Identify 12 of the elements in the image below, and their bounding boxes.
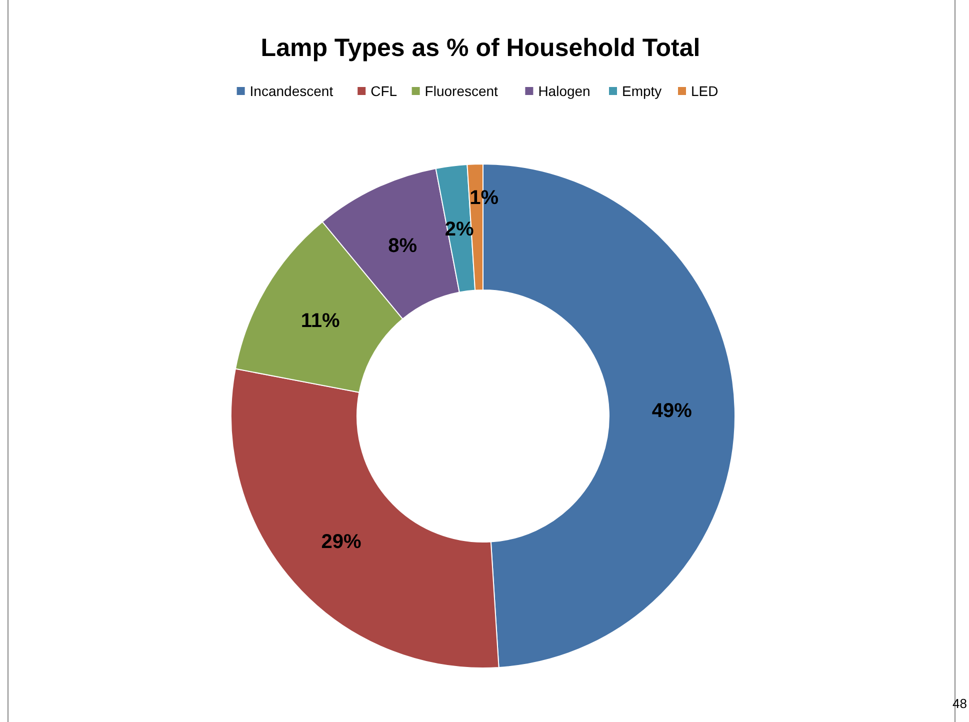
legend-label: Halogen (538, 83, 590, 99)
legend-label: Fluorescent (424, 83, 498, 99)
data-label: 11% (300, 310, 340, 332)
chart-title: Lamp Types as % of Household Total (260, 34, 700, 62)
legend-label: CFL (370, 83, 398, 99)
legend-label: Incandescent (250, 83, 334, 99)
data-label: 29% (321, 530, 362, 553)
legend-label: LED (691, 83, 718, 99)
data-label: 8% (388, 234, 418, 257)
data-label: 49% (652, 400, 692, 422)
legend-label: Empty (622, 83, 662, 99)
text: 48 (952, 696, 967, 711)
